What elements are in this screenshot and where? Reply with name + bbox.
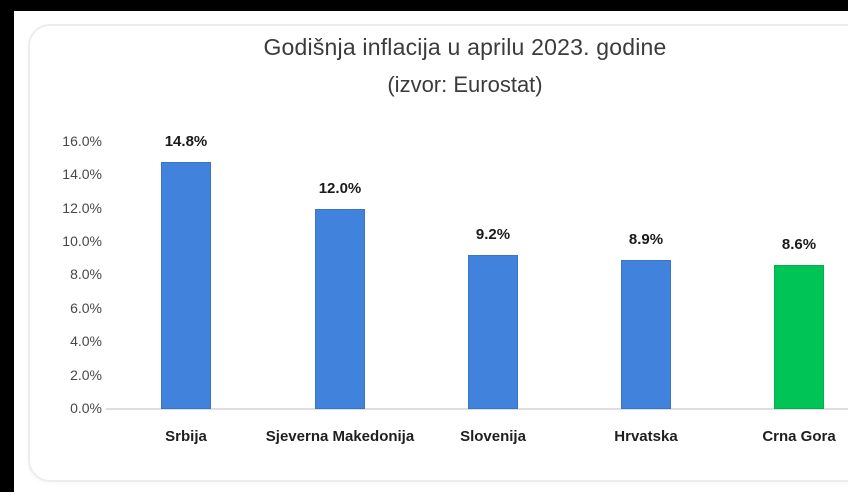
left-black-bar	[0, 0, 14, 492]
top-black-bar	[0, 0, 848, 11]
chart-title: Godišnja inflacija u aprilu 2023. godine	[263, 34, 667, 60]
chart-subtitle: (izvor: Eurostat)	[387, 72, 543, 97]
